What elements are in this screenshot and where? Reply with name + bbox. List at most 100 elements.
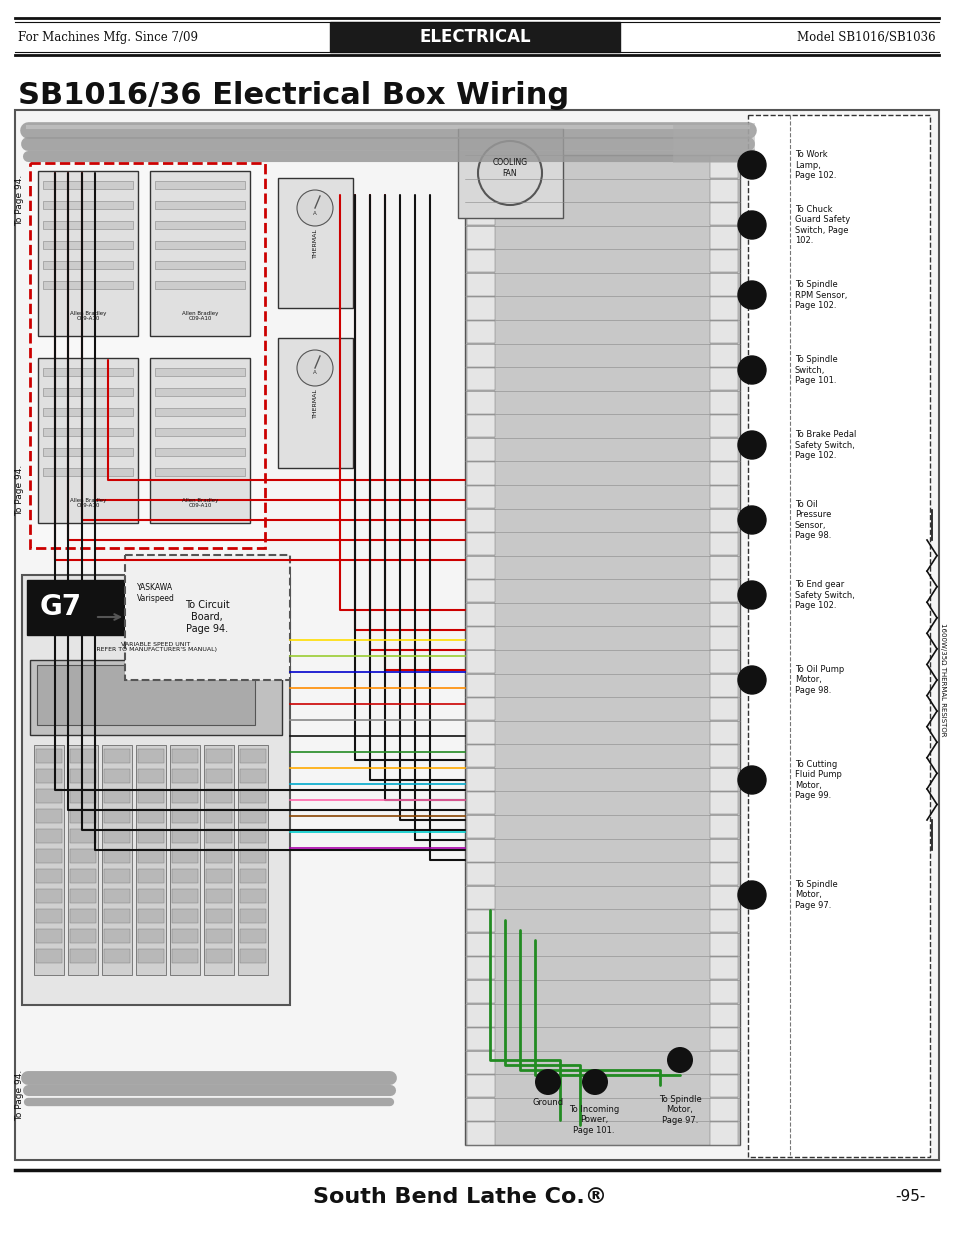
Bar xyxy=(43,282,132,289)
Bar xyxy=(206,748,232,763)
Bar xyxy=(709,156,738,178)
Bar xyxy=(709,1028,738,1050)
Bar xyxy=(206,889,232,903)
Bar xyxy=(43,201,132,209)
Circle shape xyxy=(296,190,333,226)
Circle shape xyxy=(738,881,765,909)
Circle shape xyxy=(296,350,333,387)
Text: To Work
Lamp,
Page 102.: To Work Lamp, Page 102. xyxy=(794,151,836,180)
Bar xyxy=(240,769,266,783)
Bar xyxy=(206,829,232,844)
Bar xyxy=(36,909,62,923)
Bar xyxy=(138,848,164,863)
Bar xyxy=(709,745,738,767)
Bar xyxy=(138,929,164,944)
Bar xyxy=(36,848,62,863)
Bar xyxy=(36,889,62,903)
Bar xyxy=(172,909,198,923)
Bar xyxy=(240,948,266,963)
Bar xyxy=(206,948,232,963)
Bar xyxy=(709,368,738,390)
Bar xyxy=(240,809,266,823)
Bar xyxy=(138,869,164,883)
Bar xyxy=(36,948,62,963)
Bar xyxy=(467,651,495,673)
Bar xyxy=(138,909,164,923)
Bar xyxy=(172,889,198,903)
Bar xyxy=(709,934,738,956)
Bar xyxy=(206,869,232,883)
Bar xyxy=(709,345,738,367)
Bar xyxy=(104,748,130,763)
Bar xyxy=(204,745,233,974)
Bar xyxy=(240,748,266,763)
Bar xyxy=(172,789,198,803)
Circle shape xyxy=(738,356,765,384)
Bar xyxy=(709,532,738,556)
Bar xyxy=(467,745,495,767)
Bar xyxy=(467,368,495,390)
Text: To Oil
Pressure
Sensor,
Page 98.: To Oil Pressure Sensor, Page 98. xyxy=(794,500,830,540)
Bar xyxy=(172,829,198,844)
Bar xyxy=(43,448,132,456)
Bar xyxy=(138,769,164,783)
Bar xyxy=(467,981,495,1003)
Bar xyxy=(709,203,738,225)
Bar xyxy=(240,829,266,844)
Bar xyxy=(709,415,738,437)
Bar xyxy=(467,579,495,603)
Bar xyxy=(104,848,130,863)
Bar xyxy=(68,745,98,974)
Bar xyxy=(467,1028,495,1050)
Bar xyxy=(709,627,738,650)
Bar xyxy=(467,273,495,296)
Circle shape xyxy=(738,282,765,309)
Bar xyxy=(467,887,495,909)
Bar xyxy=(172,769,198,783)
Text: To End gear
Safety Switch,
Page 102.: To End gear Safety Switch, Page 102. xyxy=(794,580,854,610)
Circle shape xyxy=(738,151,765,179)
Bar xyxy=(467,296,495,320)
Bar xyxy=(30,659,282,735)
Bar xyxy=(709,1098,738,1121)
Bar xyxy=(467,1121,495,1145)
Bar xyxy=(15,110,938,1160)
Bar xyxy=(240,789,266,803)
Circle shape xyxy=(581,1070,607,1095)
Bar xyxy=(709,674,738,697)
Bar xyxy=(206,929,232,944)
Bar xyxy=(709,391,738,414)
Text: THERMAL: THERMAL xyxy=(313,388,317,417)
Text: To Spindle
RPM Sensor,
Page 102.: To Spindle RPM Sensor, Page 102. xyxy=(794,280,846,310)
Bar xyxy=(154,468,245,475)
Text: ELECTRICAL: ELECTRICAL xyxy=(418,28,530,46)
Text: To Chuck
Guard Safety
Switch, Page
102.: To Chuck Guard Safety Switch, Page 102. xyxy=(794,205,849,245)
Bar xyxy=(467,768,495,790)
Bar xyxy=(206,848,232,863)
Text: To Page 94.: To Page 94. xyxy=(15,174,25,226)
Circle shape xyxy=(738,766,765,794)
Bar xyxy=(467,203,495,225)
Text: To Spindle
Switch,
Page 101.: To Spindle Switch, Page 101. xyxy=(794,356,837,385)
Bar xyxy=(104,829,130,844)
Bar xyxy=(43,182,132,189)
Bar xyxy=(136,745,166,974)
Bar xyxy=(467,532,495,556)
Bar xyxy=(467,957,495,979)
Bar xyxy=(102,745,132,974)
Circle shape xyxy=(738,580,765,609)
Bar xyxy=(467,862,495,885)
Bar xyxy=(709,839,738,862)
Bar xyxy=(709,509,738,531)
Bar xyxy=(467,1074,495,1098)
Bar xyxy=(138,789,164,803)
Bar xyxy=(709,296,738,320)
Bar xyxy=(467,698,495,720)
Bar xyxy=(172,948,198,963)
Bar xyxy=(709,651,738,673)
Bar xyxy=(125,555,290,680)
Bar xyxy=(27,580,127,635)
Text: To Spindle
Motor,
Page 97.: To Spindle Motor, Page 97. xyxy=(794,881,837,910)
Bar xyxy=(467,156,495,178)
Bar xyxy=(709,792,738,815)
